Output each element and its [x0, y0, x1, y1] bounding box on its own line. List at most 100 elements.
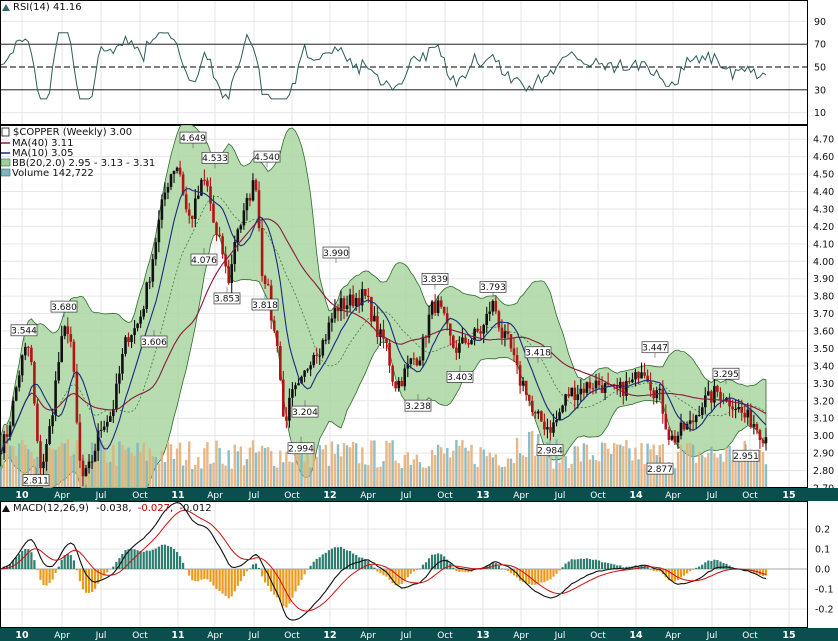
- volume-bar: [555, 439, 558, 487]
- price-bar-body: [442, 306, 446, 314]
- volume-bar: [585, 444, 589, 487]
- volume-bar: [500, 467, 504, 487]
- volume-bar: [273, 466, 276, 487]
- volume-bar: [112, 445, 115, 487]
- volume-bar: [333, 454, 337, 487]
- volume-bar: [406, 452, 409, 487]
- volume-bar: [0, 466, 3, 487]
- volume-bar: [60, 442, 63, 487]
- macd-histogram-bar: [452, 567, 455, 569]
- price-bar-body: [309, 365, 312, 370]
- macd-histogram-bar: [245, 569, 248, 572]
- macd-histogram-bar: [503, 569, 506, 570]
- macd-histogram-bar: [112, 566, 115, 569]
- price-bar-body: [321, 340, 325, 356]
- macd-histogram-bar: [522, 569, 525, 582]
- price-bar-body: [54, 380, 57, 416]
- price-bar-body: [184, 194, 188, 210]
- volume-bar: [142, 442, 145, 487]
- macd-histogram-bar: [206, 569, 209, 580]
- macd-histogram-bar: [163, 544, 166, 569]
- price-bar-body: [476, 328, 479, 332]
- volume-bar: [327, 465, 331, 487]
- price-bar-body: [470, 340, 473, 345]
- price-bar-body: [157, 219, 161, 243]
- price-bar-body: [734, 409, 737, 411]
- price-bar-body: [582, 388, 586, 393]
- x-tick-label: Jul: [248, 491, 260, 501]
- volume-bar: [688, 443, 692, 487]
- volume-bar: [21, 440, 24, 487]
- volume-bar: [364, 464, 367, 487]
- price-bar-body: [731, 406, 734, 410]
- macd-histogram-bar: [689, 569, 692, 572]
- price-bar-body: [664, 413, 668, 430]
- volume-bar: [631, 460, 634, 487]
- x-tick-label: Jul: [554, 491, 566, 501]
- price-bar-body: [194, 198, 197, 219]
- macd-histogram-bar: [488, 564, 491, 569]
- x-tick-label: Oct: [132, 631, 148, 641]
- y-axis-labels: 90 70 50 30 10 4.70 4.60 4.50 4.40 4.30 4.20 4.10 4.…: [813, 17, 834, 616]
- price-bar-body: [531, 400, 534, 413]
- macd-histogram-bar: [251, 564, 255, 569]
- macd-histogram-bar: [97, 569, 100, 584]
- volume-bar: [376, 467, 379, 487]
- x-tick-label: Jul: [400, 491, 412, 501]
- price-bar-body: [628, 381, 631, 383]
- price-bar-body: [17, 375, 21, 388]
- volume-bar: [704, 457, 707, 487]
- x-tick-label: Jul: [400, 631, 412, 641]
- macd-histogram-bar: [361, 557, 364, 569]
- price-bar-body: [145, 282, 148, 309]
- macd-histogram-bar: [327, 550, 330, 569]
- volume-bar: [367, 465, 370, 487]
- macd-histogram-bar: [352, 553, 355, 569]
- price-bar-body: [543, 421, 546, 430]
- price-bar-body: [136, 323, 139, 329]
- macd-histogram-bar: [421, 564, 425, 569]
- volume-bar: [139, 452, 142, 487]
- macd-histogram-bar: [479, 569, 482, 570]
- volume-bar: [734, 461, 737, 487]
- macd-histogram-bar: [601, 562, 604, 569]
- price-bar-body: [634, 372, 637, 380]
- volume-bar: [151, 456, 154, 487]
- price-bar-body: [622, 381, 625, 396]
- price-tick-label: 3.20: [813, 396, 834, 407]
- price-bar-body: [14, 387, 18, 401]
- macd-histogram-bar: [300, 569, 303, 580]
- macd-histogram-bar: [69, 555, 72, 569]
- x-tick-label: 10: [15, 630, 29, 641]
- volume-bars: [0, 430, 768, 487]
- price-bar-body: [5, 434, 9, 437]
- annotation-box: [712, 367, 740, 380]
- volume-bar: [282, 462, 285, 487]
- macd-histogram-bar: [169, 546, 173, 569]
- macd-histogram-bar: [710, 561, 713, 569]
- price-bar-body: [500, 327, 504, 338]
- volume-bar: [358, 463, 361, 487]
- volume-bar: [509, 458, 513, 487]
- volume-bar: [579, 461, 582, 487]
- x-tick-label: 10: [15, 490, 29, 501]
- price-tick-label: 3.40: [813, 361, 834, 372]
- macd-histogram-bar: [84, 569, 88, 593]
- price-bar-body: [172, 170, 176, 175]
- price-bar-body: [11, 400, 15, 426]
- annotation-box: [179, 131, 207, 144]
- macd-histogram-bar: [291, 569, 294, 598]
- price-bar-body: [348, 294, 352, 306]
- x-tick-label: Jul: [95, 491, 107, 501]
- volume-bar: [443, 453, 446, 487]
- volume-bar: [625, 439, 628, 487]
- price-tick-label: 4.40: [813, 187, 834, 198]
- macd-histogram-bar: [160, 544, 163, 569]
- volume-bar: [515, 437, 519, 487]
- volume-bar: [300, 444, 303, 487]
- macd-histogram-bar: [145, 550, 148, 569]
- price-bar-body: [27, 346, 30, 348]
- volume-bar: [121, 445, 124, 487]
- volume-bar: [351, 441, 355, 487]
- macd-histogram-bar: [172, 549, 176, 569]
